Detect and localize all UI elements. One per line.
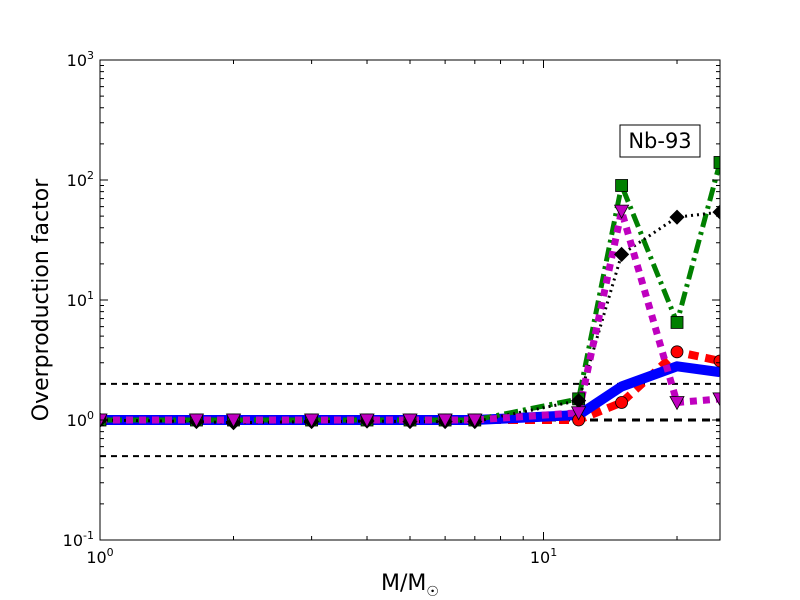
data-point (570, 406, 587, 421)
data-point (225, 413, 242, 428)
data-point (359, 413, 375, 428)
data-point (437, 413, 453, 428)
y-tick-label: 102 (67, 169, 94, 190)
data-point (670, 345, 684, 359)
series-markers (100, 156, 720, 431)
data-point (669, 396, 685, 411)
y-tick-label: 101 (67, 289, 94, 310)
y-tick-label: 100 (67, 409, 94, 430)
series-line-4 (100, 207, 720, 424)
data-point (402, 413, 418, 428)
data-point (670, 316, 684, 329)
data-point (713, 156, 720, 169)
data-point (613, 204, 630, 220)
x-axis-label: M/M☉ (381, 571, 439, 600)
annotation-box: Nb-93 (619, 124, 701, 158)
data-point (713, 354, 720, 368)
x-tick-label: 101 (530, 546, 557, 567)
data-point (614, 246, 630, 262)
data-point (669, 209, 685, 225)
data-point (303, 413, 320, 428)
data-point (188, 413, 205, 428)
y-tick-label: 10-1 (63, 529, 94, 550)
y-axis-label: Overproduction factor (29, 178, 54, 421)
x-tick-label: 100 (86, 546, 113, 567)
data-point (712, 204, 720, 220)
data-point (615, 179, 629, 192)
annotation-label: Nb-93 (628, 129, 691, 153)
data-point (712, 392, 720, 407)
data-point (467, 413, 483, 428)
data-point (615, 396, 629, 409)
axis-ticks (99, 59, 720, 541)
y-tick-label: 103 (67, 49, 94, 70)
